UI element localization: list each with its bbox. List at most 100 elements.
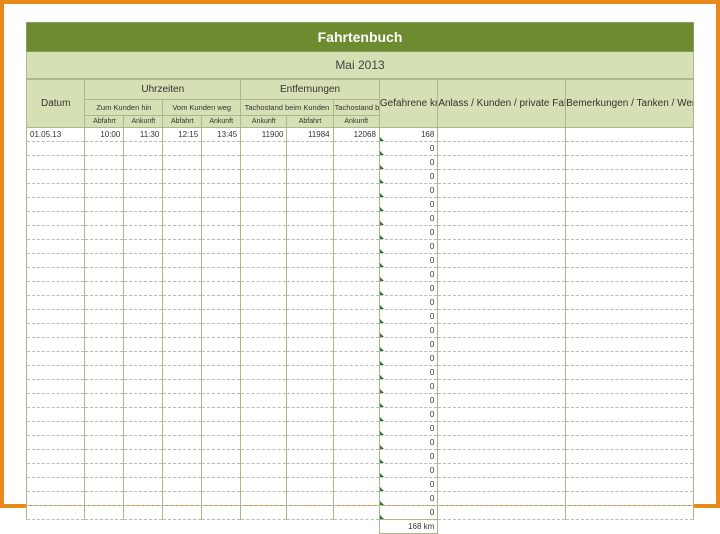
cell[interactable]: 0 bbox=[379, 464, 437, 478]
cell[interactable] bbox=[241, 282, 287, 296]
cell[interactable] bbox=[163, 408, 202, 422]
cell[interactable] bbox=[124, 310, 163, 324]
cell[interactable] bbox=[202, 408, 241, 422]
cell[interactable] bbox=[124, 352, 163, 366]
cell[interactable] bbox=[287, 352, 333, 366]
cell[interactable] bbox=[124, 156, 163, 170]
cell[interactable] bbox=[124, 492, 163, 506]
cell[interactable] bbox=[163, 282, 202, 296]
cell[interactable]: 0 bbox=[379, 184, 437, 198]
cell[interactable] bbox=[85, 450, 124, 464]
cell[interactable] bbox=[566, 240, 694, 254]
cell[interactable] bbox=[85, 338, 124, 352]
cell[interactable] bbox=[438, 436, 566, 450]
cell[interactable] bbox=[85, 324, 124, 338]
cell[interactable] bbox=[287, 282, 333, 296]
cell[interactable] bbox=[27, 226, 85, 240]
cell[interactable]: 0 bbox=[379, 366, 437, 380]
cell[interactable] bbox=[202, 254, 241, 268]
cell[interactable] bbox=[202, 492, 241, 506]
cell[interactable] bbox=[287, 492, 333, 506]
cell[interactable]: 12068 bbox=[333, 128, 379, 142]
cell[interactable] bbox=[287, 254, 333, 268]
cell[interactable] bbox=[163, 380, 202, 394]
cell[interactable] bbox=[333, 170, 379, 184]
cell[interactable] bbox=[85, 366, 124, 380]
cell[interactable] bbox=[241, 324, 287, 338]
cell[interactable]: 13:45 bbox=[202, 128, 241, 142]
cell[interactable] bbox=[241, 240, 287, 254]
cell[interactable] bbox=[287, 408, 333, 422]
cell[interactable] bbox=[241, 478, 287, 492]
cell[interactable] bbox=[85, 156, 124, 170]
cell[interactable] bbox=[85, 380, 124, 394]
cell[interactable] bbox=[566, 226, 694, 240]
cell[interactable] bbox=[163, 226, 202, 240]
cell[interactable] bbox=[124, 366, 163, 380]
cell[interactable] bbox=[27, 170, 85, 184]
cell[interactable] bbox=[566, 338, 694, 352]
cell[interactable] bbox=[163, 478, 202, 492]
cell[interactable] bbox=[202, 450, 241, 464]
cell[interactable] bbox=[241, 408, 287, 422]
cell[interactable] bbox=[333, 464, 379, 478]
cell[interactable] bbox=[566, 478, 694, 492]
cell[interactable] bbox=[27, 464, 85, 478]
cell[interactable] bbox=[333, 310, 379, 324]
cell[interactable] bbox=[27, 212, 85, 226]
cell[interactable] bbox=[566, 352, 694, 366]
cell[interactable] bbox=[333, 450, 379, 464]
cell[interactable] bbox=[163, 366, 202, 380]
cell[interactable] bbox=[202, 212, 241, 226]
cell[interactable] bbox=[202, 422, 241, 436]
cell[interactable] bbox=[85, 408, 124, 422]
cell[interactable] bbox=[202, 170, 241, 184]
cell[interactable] bbox=[438, 268, 566, 282]
cell[interactable] bbox=[287, 240, 333, 254]
cell[interactable] bbox=[85, 478, 124, 492]
cell[interactable] bbox=[333, 226, 379, 240]
cell[interactable] bbox=[85, 296, 124, 310]
cell[interactable] bbox=[27, 324, 85, 338]
cell[interactable] bbox=[333, 156, 379, 170]
cell[interactable] bbox=[333, 240, 379, 254]
cell[interactable] bbox=[202, 184, 241, 198]
cell[interactable] bbox=[27, 338, 85, 352]
cell[interactable] bbox=[333, 268, 379, 282]
cell[interactable] bbox=[85, 492, 124, 506]
cell[interactable] bbox=[27, 282, 85, 296]
cell[interactable] bbox=[333, 296, 379, 310]
cell[interactable] bbox=[124, 338, 163, 352]
cell[interactable] bbox=[438, 464, 566, 478]
cell[interactable] bbox=[202, 296, 241, 310]
cell[interactable] bbox=[85, 198, 124, 212]
cell[interactable] bbox=[202, 366, 241, 380]
cell[interactable] bbox=[438, 422, 566, 436]
cell[interactable] bbox=[438, 324, 566, 338]
cell[interactable]: 0 bbox=[379, 156, 437, 170]
cell[interactable] bbox=[333, 366, 379, 380]
cell[interactable] bbox=[202, 156, 241, 170]
cell[interactable]: 0 bbox=[379, 324, 437, 338]
cell[interactable] bbox=[27, 254, 85, 268]
cell[interactable] bbox=[566, 380, 694, 394]
cell[interactable] bbox=[566, 296, 694, 310]
cell[interactable] bbox=[124, 170, 163, 184]
cell[interactable]: 0 bbox=[379, 310, 437, 324]
cell[interactable]: 11900 bbox=[241, 128, 287, 142]
cell[interactable] bbox=[241, 226, 287, 240]
cell[interactable] bbox=[241, 142, 287, 156]
cell[interactable] bbox=[333, 408, 379, 422]
cell[interactable] bbox=[124, 268, 163, 282]
cell[interactable] bbox=[241, 296, 287, 310]
cell[interactable]: 0 bbox=[379, 380, 437, 394]
cell[interactable] bbox=[124, 198, 163, 212]
cell[interactable] bbox=[163, 492, 202, 506]
cell[interactable] bbox=[202, 464, 241, 478]
cell[interactable]: 0 bbox=[379, 394, 437, 408]
cell[interactable]: 168 bbox=[379, 128, 437, 142]
cell[interactable] bbox=[202, 352, 241, 366]
cell[interactable] bbox=[241, 254, 287, 268]
cell[interactable] bbox=[241, 268, 287, 282]
cell[interactable] bbox=[241, 366, 287, 380]
